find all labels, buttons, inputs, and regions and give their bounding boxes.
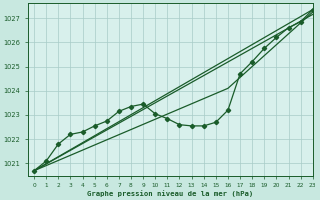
X-axis label: Graphe pression niveau de la mer (hPa): Graphe pression niveau de la mer (hPa) bbox=[87, 190, 253, 197]
